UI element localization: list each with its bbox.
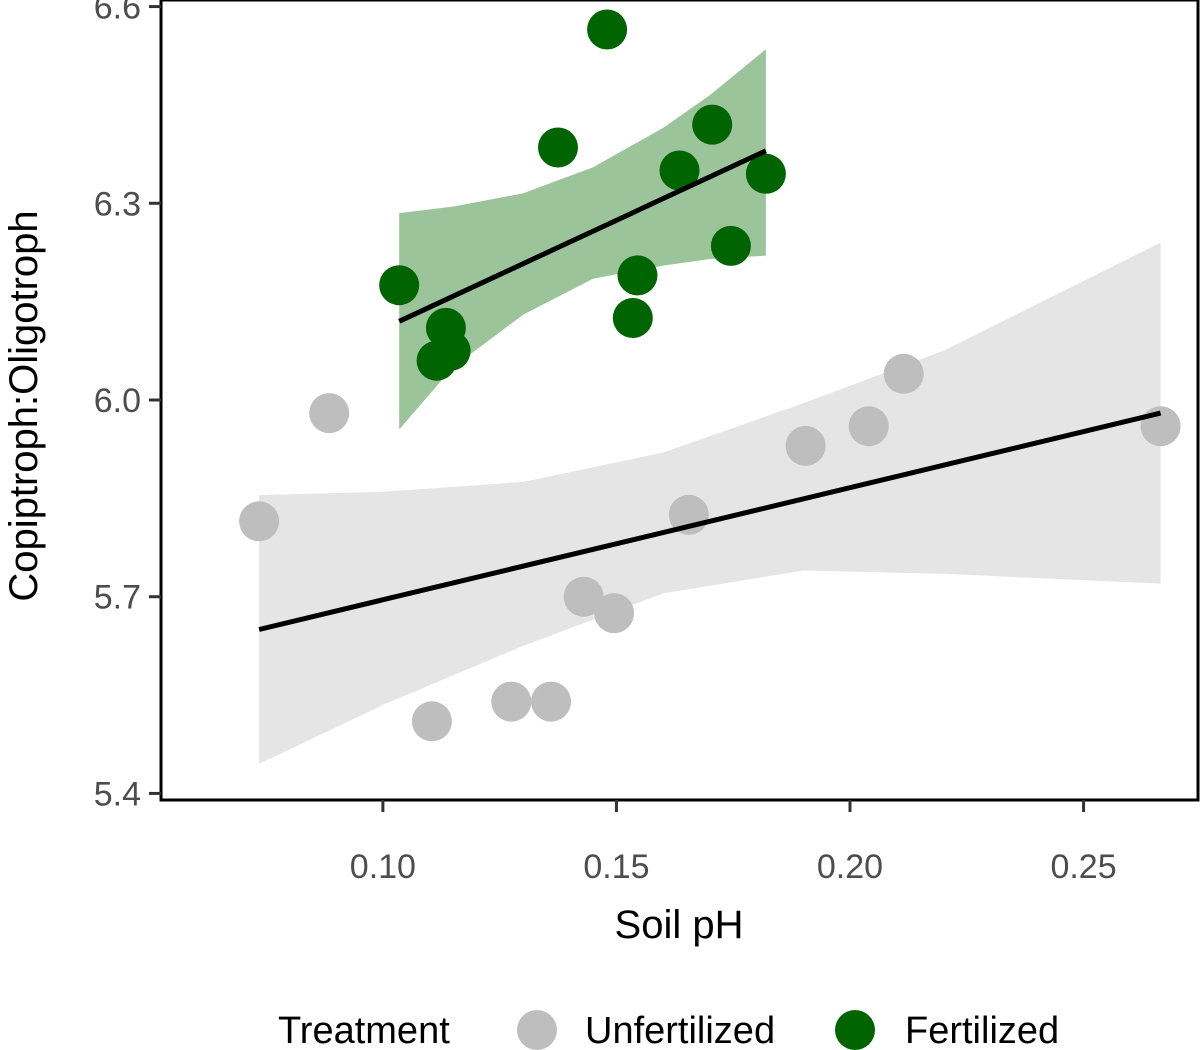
- legend-label-fertilized: Fertilized: [905, 1010, 1059, 1050]
- point-unfertilized-11: [883, 353, 924, 394]
- y-tick-label: 6.6: [94, 0, 141, 27]
- confidence-band-unfertilized: [259, 242, 1161, 764]
- x-tick-label: 0.20: [817, 848, 883, 886]
- point-fertilized-11: [710, 225, 751, 266]
- fit-line-unfertilized: [258, 410, 1162, 632]
- y-axis: 5.4 5.7 6.0 6.3 6.6: [94, 0, 161, 813]
- point-unfertilized-6: [563, 576, 604, 617]
- point-fertilized-1: [379, 265, 420, 306]
- fit-line-fertilized: [398, 148, 767, 324]
- x-axis-title: Soil pH: [615, 903, 744, 947]
- point-unfertilized-4: [491, 681, 532, 722]
- point-fertilized-6: [587, 9, 628, 50]
- legend-label-unfertilized: Unfertilized: [585, 1010, 775, 1050]
- y-tick-label: 5.7: [94, 579, 141, 617]
- y-axis-title: Copiptroph:Oligotroph: [2, 210, 46, 601]
- point-fertilized-5: [538, 127, 578, 168]
- point-unfertilized-2: [309, 393, 350, 434]
- point-fertilized-7: [612, 298, 653, 338]
- point-unfertilized-5: [531, 681, 571, 722]
- x-tick-label: 0.10: [350, 848, 416, 886]
- point-unfertilized-12: [1140, 406, 1181, 447]
- point-fertilized-12: [745, 153, 786, 194]
- point-unfertilized-7: [594, 593, 635, 634]
- point-fertilized-8: [617, 255, 658, 296]
- y-tick-label: 6.0: [94, 382, 141, 420]
- data-points: [239, 9, 1181, 742]
- y-tick-label: 6.3: [94, 185, 141, 223]
- regression-lines: [258, 148, 1162, 632]
- x-tick-label: 0.25: [1050, 848, 1116, 886]
- point-unfertilized-3: [411, 701, 452, 742]
- point-unfertilized-1: [239, 501, 280, 542]
- point-fertilized-9: [659, 150, 700, 191]
- legend-key-unfertilized: [517, 1010, 557, 1050]
- confidence-band-fertilized: [399, 49, 766, 430]
- legend-title: Treatment: [278, 1010, 450, 1050]
- x-axis: 0.10 0.15 0.20 0.25: [350, 800, 1117, 886]
- point-unfertilized-9: [785, 425, 826, 466]
- x-tick-label: 0.15: [583, 848, 649, 886]
- point-unfertilized-10: [848, 406, 889, 447]
- point-fertilized-10: [692, 104, 733, 145]
- legend-key-fertilized: [835, 1010, 875, 1050]
- legend: Treatment Unfertilized Fertilized: [278, 1010, 1059, 1050]
- y-tick-label: 5.4: [94, 775, 141, 813]
- point-fertilized-4: [430, 330, 471, 371]
- confidence-bands: [259, 49, 1161, 764]
